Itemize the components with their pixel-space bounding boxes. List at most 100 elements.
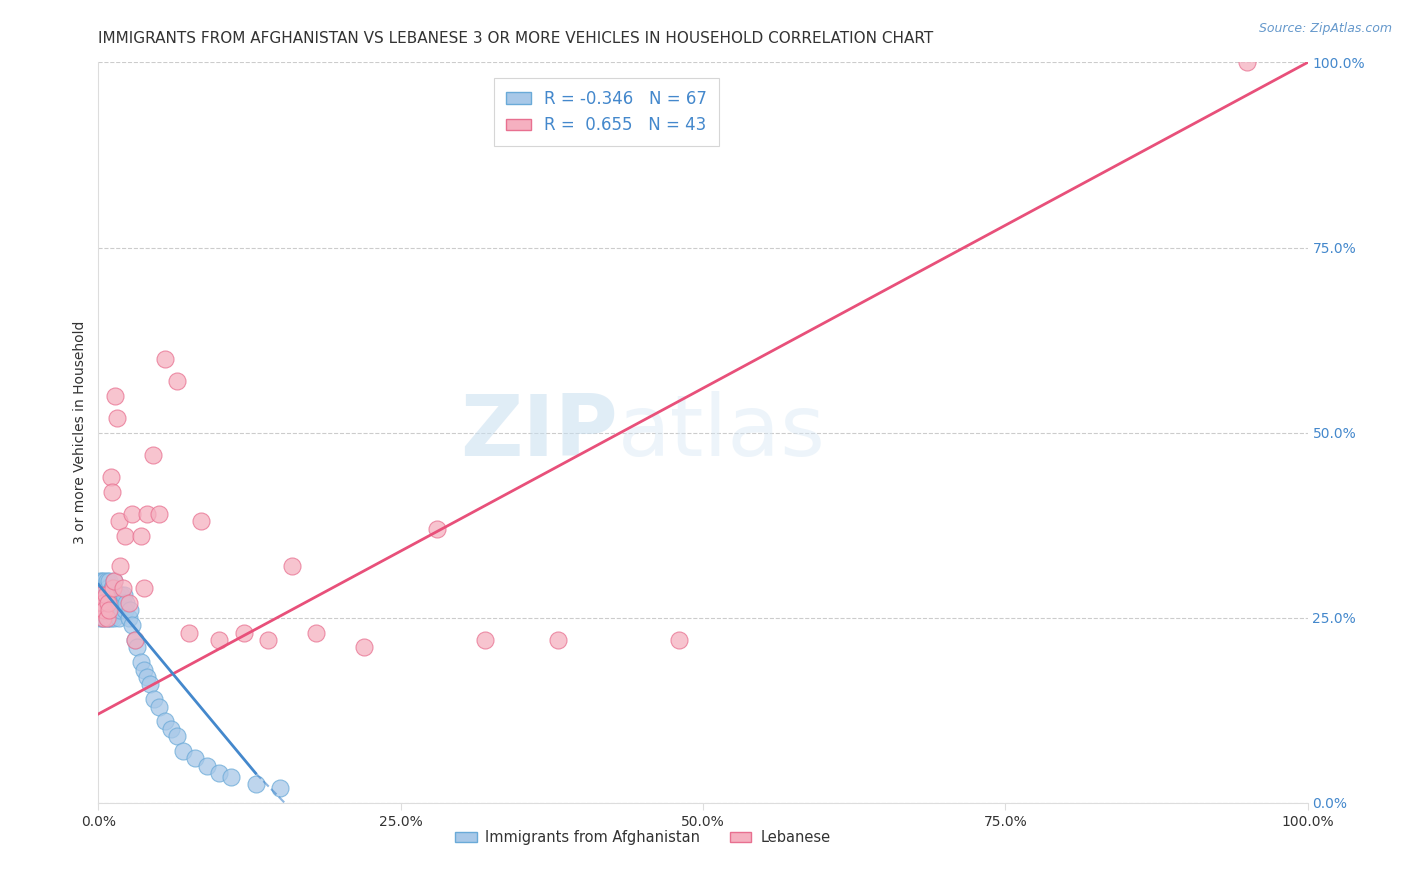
Point [166, 729, 188, 743]
Point [110, 589, 132, 603]
Point [118, 596, 141, 610]
Point [112, 589, 135, 603]
Point [221, 770, 243, 784]
Point [104, 388, 127, 402]
Point [142, 448, 165, 462]
Point [108, 558, 131, 573]
Point [148, 699, 170, 714]
Point [103, 574, 125, 588]
Point [114, 603, 136, 617]
Point [91, 574, 114, 588]
Text: ZIP: ZIP [461, 391, 619, 475]
Point [134, 663, 156, 677]
Point [101, 603, 124, 617]
Point [184, 751, 207, 765]
Point [93, 610, 115, 624]
Point [153, 351, 176, 366]
Point [91, 596, 114, 610]
Point [166, 374, 188, 388]
Point [93, 603, 115, 617]
Point [124, 632, 146, 647]
Point [100, 484, 122, 499]
Point [100, 603, 122, 617]
Point [90, 581, 112, 595]
Point [103, 574, 125, 588]
Point [93, 596, 115, 610]
Point [108, 515, 131, 529]
Point [353, 640, 375, 655]
Point [134, 581, 156, 595]
Point [96, 596, 118, 610]
Point [190, 515, 212, 529]
Point [547, 632, 569, 647]
Point [91, 603, 114, 617]
Point [91, 596, 114, 610]
Point [98, 596, 121, 610]
Point [103, 610, 125, 624]
Point [94, 589, 117, 603]
Point [127, 640, 149, 655]
Point [281, 558, 304, 573]
Point [91, 589, 114, 603]
Point [101, 589, 124, 603]
Point [100, 589, 122, 603]
Point [148, 507, 170, 521]
Point [135, 507, 157, 521]
Point [111, 581, 134, 595]
Point [143, 692, 166, 706]
Point [118, 603, 141, 617]
Point [668, 632, 690, 647]
Point [195, 758, 218, 772]
Point [139, 677, 162, 691]
Point [269, 780, 291, 795]
Point [96, 574, 118, 588]
Point [90, 589, 112, 603]
Point [91, 581, 114, 595]
Point [160, 722, 183, 736]
Point [100, 610, 122, 624]
Point [426, 522, 449, 536]
Point [1236, 55, 1258, 70]
Point [101, 581, 124, 595]
Point [91, 603, 114, 617]
Legend: Immigrants from Afghanistan, Lebanese: Immigrants from Afghanistan, Lebanese [449, 824, 837, 851]
Point [118, 610, 141, 624]
Point [107, 596, 129, 610]
Point [104, 596, 127, 610]
Point [135, 670, 157, 684]
Point [105, 589, 128, 603]
Point [114, 529, 136, 543]
Point [129, 655, 152, 669]
Text: IMMIGRANTS FROM AFGHANISTAN VS LEBANESE 3 OR MORE VEHICLES IN HOUSEHOLD CORRELAT: IMMIGRANTS FROM AFGHANISTAN VS LEBANESE … [98, 31, 934, 46]
Point [98, 574, 121, 588]
Point [121, 618, 143, 632]
Point [96, 610, 118, 624]
Point [153, 714, 176, 729]
Text: Source: ZipAtlas.com: Source: ZipAtlas.com [1258, 22, 1392, 36]
Point [100, 596, 122, 610]
Point [97, 581, 120, 595]
Point [100, 470, 122, 484]
Point [94, 603, 117, 617]
Point [89, 574, 111, 588]
Point [98, 610, 121, 624]
Y-axis label: 3 or more Vehicles in Household: 3 or more Vehicles in Household [73, 321, 87, 544]
Point [89, 596, 111, 610]
Point [111, 596, 134, 610]
Point [89, 596, 111, 610]
Point [90, 589, 112, 603]
Point [245, 777, 267, 791]
Point [121, 507, 143, 521]
Point [232, 625, 254, 640]
Point [208, 766, 231, 780]
Point [94, 589, 117, 603]
Point [124, 632, 146, 647]
Point [179, 625, 201, 640]
Point [108, 603, 131, 617]
Point [256, 632, 278, 647]
Point [305, 625, 328, 640]
Point [91, 610, 114, 624]
Point [97, 596, 120, 610]
Point [94, 581, 117, 595]
Text: atlas: atlas [619, 391, 827, 475]
